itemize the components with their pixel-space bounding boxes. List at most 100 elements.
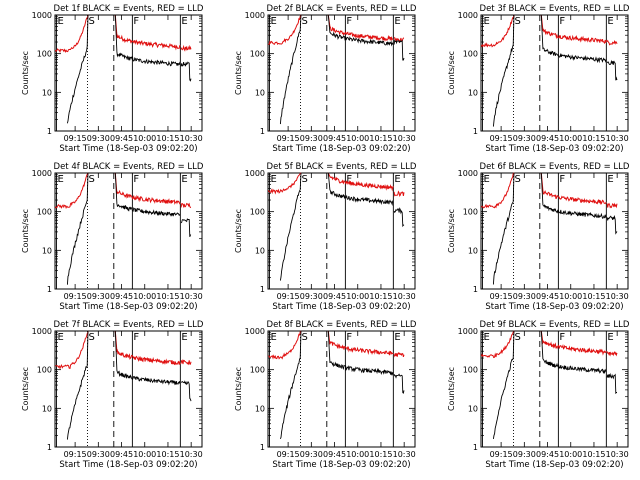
plot-frame [267,172,416,290]
panel-title: Det 4f BLACK = Events, RED = LLD [54,162,204,172]
x-tick-label: 09:15 [277,450,300,459]
event-marker-label: F [346,16,352,27]
panel-9: Det 9f BLACK = Events, RED = LLD 1 10 100 10… [447,320,630,470]
event-marker-label: E [58,16,64,27]
y-tick-label: 100 [250,208,265,217]
event-marker-label: F [346,174,352,185]
plot-frame [267,330,416,448]
x-tick-label: 09:15 [64,134,87,143]
x-tick-label: 10:30 [393,134,416,143]
y-tick-label: 100 [37,50,52,59]
x-tick-label: 10:15 [156,450,179,459]
event-marker-label: S [88,332,94,343]
x-tick-label: 10:00 [346,450,369,459]
y-tick-label: 1000 [245,327,265,336]
events-black-trace [279,172,405,281]
event-marker-label: E [394,332,400,343]
event-marker-label: S [301,174,307,185]
y-tick-label: 100 [463,50,478,59]
x-axis-label: Start Time (18-Sep-03 09:02:20) [59,144,197,154]
event-marker-label: E [484,174,490,185]
lld-red-trace [267,172,405,197]
x-tick-label: 09:45 [323,450,346,459]
x-tick-label: 10:00 [133,450,156,459]
y-tick-label: 1 [47,285,52,294]
plot-frame [54,14,203,132]
lld-red-trace [480,172,618,209]
x-tick-label: 10:00 [133,292,156,301]
x-tick-label: 10:30 [180,450,203,459]
plot-frame [480,330,629,448]
panel-title: Det 2f BLACK = Events, RED = LLD [267,4,417,14]
panel-title: Det 5f BLACK = Events, RED = LLD [267,162,417,172]
x-axis-label: Start Time (18-Sep-03 09:02:20) [272,302,410,312]
lld-red-trace [480,330,618,359]
y-axis-label: Counts/sec [234,209,243,253]
x-tick-label: 09:30 [87,134,110,143]
events-black-trace [66,14,192,124]
y-axis-label: Counts/sec [447,51,456,95]
x-tick-label: 10:15 [582,134,605,143]
lld-red-trace [268,330,405,360]
event-marker-label: E [607,16,613,27]
y-tick-label: 10 [42,88,52,97]
panel-2: Det 2f BLACK = Events, RED = LLD 1 10 100 10… [234,4,417,154]
event-marker-label: S [301,16,307,27]
x-tick-label: 09:15 [490,450,513,459]
y-axis-label: Counts/sec [21,51,30,95]
y-tick-label: 1000 [32,11,52,20]
panel-title: Det 9f BLACK = Events, RED = LLD [480,320,630,330]
x-tick-label: 09:45 [323,134,346,143]
x-tick-label: 09:30 [300,292,323,301]
panel-7: Det 7f BLACK = Events, RED = LLD 1 10 100 10… [21,320,204,470]
x-tick-label: 10:30 [180,292,203,301]
plot-frame [480,14,629,132]
panel-title: Det 6f BLACK = Events, RED = LLD [480,162,630,172]
event-marker-label: E [181,174,187,185]
event-marker-label: E [58,174,64,185]
plot-frame [480,172,629,290]
x-tick-label: 10:00 [346,134,369,143]
x-tick-label: 10:15 [156,292,179,301]
y-tick-label: 100 [250,366,265,375]
panel-title: Det 7f BLACK = Events, RED = LLD [54,320,204,330]
panel-title: Det 8f BLACK = Events, RED = LLD [267,320,417,330]
y-tick-label: 1 [260,285,265,294]
event-marker-label: S [301,332,307,343]
x-tick-label: 10:15 [156,134,179,143]
plot-frame [54,330,203,448]
x-tick-label: 09:30 [513,292,536,301]
x-tick-label: 09:15 [64,450,87,459]
event-marker-label: F [133,332,139,343]
x-axis-label: Start Time (18-Sep-03 09:02:20) [485,302,623,312]
y-tick-label: 1 [47,127,52,136]
event-marker-label: F [133,16,139,27]
x-axis-label: Start Time (18-Sep-03 09:02:20) [59,460,197,470]
events-black-trace [492,14,618,127]
event-marker-label: E [394,16,400,27]
x-tick-label: 10:30 [606,450,629,459]
y-tick-label: 1 [473,127,478,136]
x-tick-label: 09:45 [110,134,133,143]
y-tick-label: 10 [468,246,478,255]
event-marker-label: E [484,16,490,27]
y-tick-label: 100 [250,50,265,59]
y-tick-label: 1000 [458,11,478,20]
x-tick-label: 10:00 [559,134,582,143]
event-marker-label: E [394,174,400,185]
event-marker-label: E [58,332,64,343]
event-marker-label: S [88,174,94,185]
x-tick-label: 09:45 [323,292,346,301]
event-marker-label: E [271,332,277,343]
lld-red-trace [55,330,192,370]
x-tick-label: 10:15 [582,450,605,459]
y-tick-label: 1000 [32,327,52,336]
y-axis-label: Counts/sec [234,51,243,95]
x-tick-label: 09:15 [490,134,513,143]
lld-red-trace [54,172,192,210]
x-tick-label: 09:15 [277,134,300,143]
x-axis-label: Start Time (18-Sep-03 09:02:20) [272,460,410,470]
y-tick-label: 10 [42,246,52,255]
y-tick-label: 1 [260,127,265,136]
